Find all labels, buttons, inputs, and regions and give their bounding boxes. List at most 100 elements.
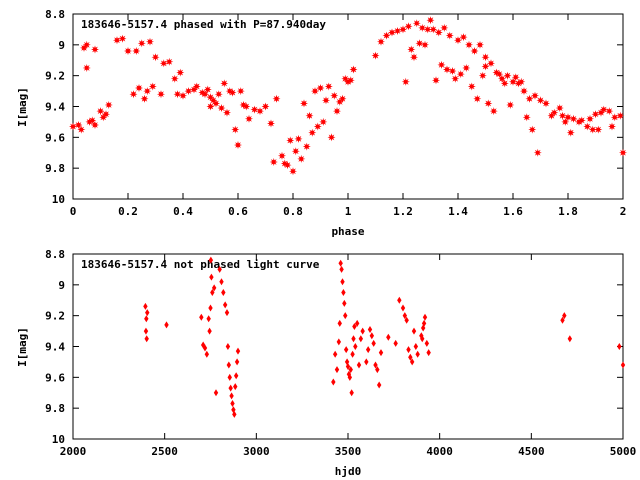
data-point: [204, 350, 210, 358]
y-tick-label: 9.8: [45, 402, 65, 415]
data-point: [220, 79, 229, 88]
data-point: [509, 77, 517, 86]
data-point: [432, 76, 440, 85]
data-point: [531, 91, 539, 100]
data-point: [594, 125, 603, 134]
data-point: [349, 65, 358, 74]
y-tick-label: 8.8: [45, 8, 65, 21]
data-point: [350, 350, 355, 358]
x-tick-label: 0.2: [118, 205, 138, 218]
data-point: [272, 94, 281, 103]
data-point: [213, 389, 219, 397]
data-point: [511, 73, 520, 82]
x-tick-label: 0: [70, 205, 77, 218]
data-point: [230, 400, 235, 408]
data-point: [437, 60, 446, 69]
unphased-light-curve-panel: 183646-5157.4 not phased light curve hjd…: [16, 248, 636, 478]
data-point: [297, 154, 306, 163]
data-point: [225, 87, 234, 96]
data-point: [327, 133, 336, 142]
data-point: [365, 346, 371, 354]
y-tick-label: 9.8: [45, 162, 65, 175]
data-point: [235, 347, 241, 355]
y-tick-label: 10: [52, 433, 65, 446]
data-point: [250, 105, 259, 114]
y-axis-label: I[mag]: [16, 327, 29, 367]
axis-ticks: 2000 2500 3000 3500 4000 4500 5000 8.8 9 9.2 9.4 9.…: [45, 248, 636, 458]
data-point: [401, 77, 410, 86]
data-point: [151, 53, 160, 62]
x-axis-label: phase: [331, 225, 364, 238]
data-point: [500, 79, 509, 88]
data-point: [208, 304, 213, 312]
data-point: [617, 343, 622, 350]
data-point: [322, 96, 330, 105]
data-point: [448, 67, 457, 75]
plot-frame: [72, 13, 624, 200]
data-point: [179, 91, 187, 100]
data-point: [261, 102, 270, 111]
data-point: [422, 313, 428, 321]
data-point: [520, 87, 528, 96]
data-point: [348, 366, 353, 374]
data-point: [454, 36, 462, 45]
data-point: [77, 125, 86, 134]
data-point: [214, 90, 223, 99]
data-point: [148, 82, 157, 91]
y-tick-label: 8.8: [45, 248, 65, 261]
data-point: [352, 322, 357, 330]
data-point: [332, 350, 338, 358]
data-point: [165, 57, 174, 66]
data-point: [489, 107, 498, 116]
data-point: [324, 82, 333, 91]
data-point: [222, 301, 228, 309]
data-point: [319, 117, 328, 126]
data-point: [478, 71, 487, 80]
x-tick-label: 4500: [518, 445, 545, 458]
data-point: [91, 45, 99, 54]
data-point: [225, 343, 231, 350]
data-point: [408, 353, 413, 361]
data-point: [190, 85, 198, 94]
x-tick-label: 1.4: [448, 205, 468, 218]
x-axis-label: hjd0: [335, 465, 362, 478]
data-point: [411, 327, 417, 335]
data-point: [377, 37, 385, 46]
data-points: [143, 256, 626, 418]
data-point: [159, 59, 168, 68]
data-point: [118, 34, 127, 43]
x-tick-label: 1: [345, 205, 352, 218]
data-point: [610, 113, 619, 122]
data-point: [487, 59, 495, 68]
data-point: [208, 256, 214, 264]
y-tick-label: 9.4: [45, 341, 65, 354]
x-tick-label: 1.2: [393, 205, 413, 218]
data-point: [415, 39, 424, 48]
data-point: [404, 316, 409, 324]
axis-ticks: 0 0.2 0.4 0.6 0.8 1 1.2 1.4 1.6 1.8 2 8.8 9 9.2 9.4 9.6…: [45, 8, 626, 218]
data-point: [223, 108, 231, 117]
data-point: [124, 47, 132, 55]
x-tick-label: 5000: [610, 445, 637, 458]
chart-title: 183646-5157.4 phased with P=87.940day: [81, 18, 326, 31]
data-point: [413, 343, 419, 350]
data-point: [555, 104, 564, 112]
data-point: [339, 265, 344, 273]
data-point: [278, 151, 286, 160]
data-point: [104, 101, 113, 109]
data-point: [343, 312, 348, 320]
data-point: [294, 134, 303, 143]
x-tick-label: 2500: [151, 445, 178, 458]
data-point: [207, 327, 212, 335]
data-point: [129, 90, 138, 99]
data-point: [349, 389, 354, 397]
data-point: [351, 335, 356, 343]
data-point: [330, 91, 339, 100]
data-point: [146, 37, 154, 46]
data-point: [113, 36, 121, 45]
data-point: [300, 99, 308, 108]
data-point: [564, 113, 572, 122]
data-point: [369, 332, 375, 340]
data-point: [229, 392, 234, 400]
data-point: [371, 51, 380, 60]
